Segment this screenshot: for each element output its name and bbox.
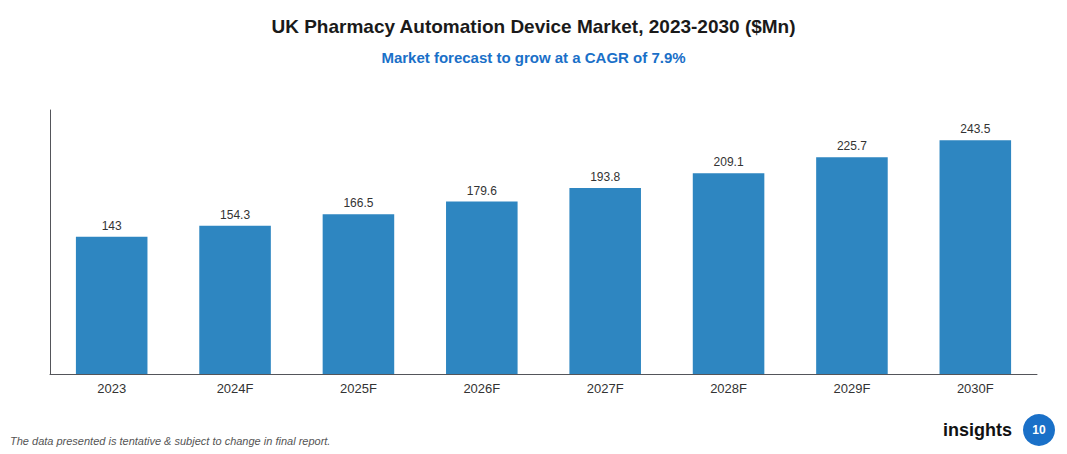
svg-text:2023: 2023 <box>97 381 126 396</box>
svg-text:2026F: 2026F <box>463 381 500 396</box>
svg-text:225.7: 225.7 <box>837 139 867 153</box>
svg-text:209.1: 209.1 <box>714 155 744 169</box>
svg-text:Market forecast to grow at a C: Market forecast to grow at a CAGR of 7.9… <box>381 49 685 66</box>
svg-text:10: 10 <box>1032 423 1046 437</box>
svg-text:2025F: 2025F <box>340 381 377 396</box>
svg-text:143: 143 <box>102 219 122 233</box>
svg-text:2030F: 2030F <box>957 381 994 396</box>
svg-text:The data presented is tentativ: The data presented is tentative & subjec… <box>10 435 330 447</box>
svg-text:179.6: 179.6 <box>467 184 497 198</box>
svg-text:154.3: 154.3 <box>220 208 250 222</box>
svg-text:2027F: 2027F <box>587 381 624 396</box>
svg-text:243.5: 243.5 <box>960 122 990 136</box>
svg-text:insights: insights <box>943 420 1012 440</box>
svg-text:166.5: 166.5 <box>343 196 373 210</box>
svg-text:193.8: 193.8 <box>590 170 620 184</box>
svg-text:2029F: 2029F <box>834 381 871 396</box>
svg-text:UK Pharmacy Automation Device: UK Pharmacy Automation Device Market, 20… <box>271 16 795 37</box>
svg-text:2024F: 2024F <box>217 381 254 396</box>
svg-text:2028F: 2028F <box>710 381 747 396</box>
